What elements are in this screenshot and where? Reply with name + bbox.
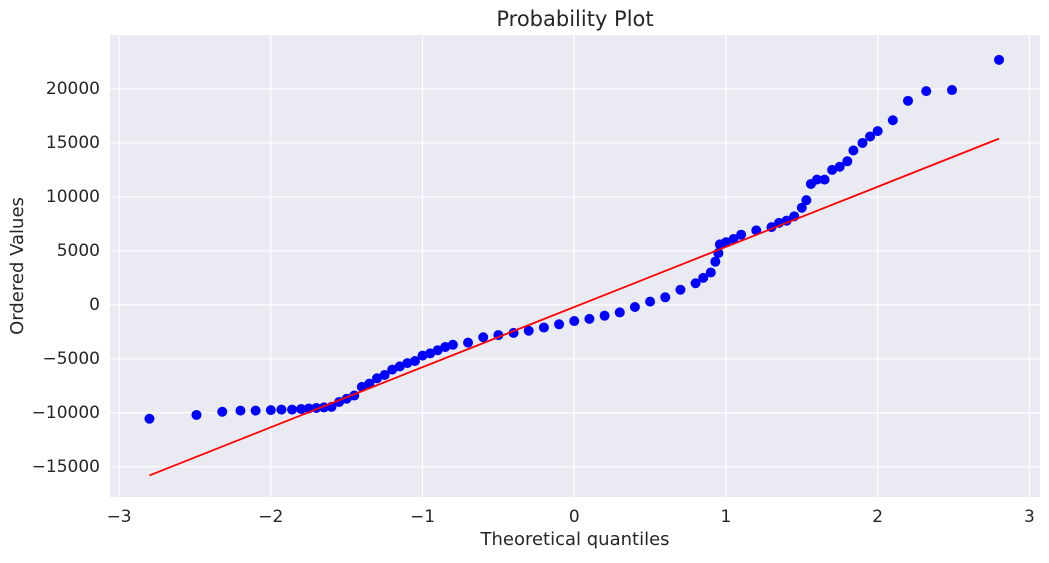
data-point <box>372 373 383 384</box>
data-point <box>857 137 868 148</box>
data-point <box>287 404 298 415</box>
x-tick-label: 2 <box>872 507 883 527</box>
data-point <box>660 292 671 303</box>
data-point <box>409 355 420 366</box>
data-point <box>811 174 822 185</box>
data-point <box>796 202 807 213</box>
data-point <box>191 409 202 420</box>
data-point <box>364 378 375 389</box>
y-tick-label: 20000 <box>46 79 100 99</box>
data-point <box>440 341 451 352</box>
data-point <box>819 174 830 185</box>
data-point <box>690 278 701 289</box>
data-point <box>276 404 287 415</box>
data-point <box>394 361 405 372</box>
data-point <box>432 345 443 356</box>
data-point <box>387 364 398 375</box>
data-point <box>921 86 932 97</box>
data-point <box>645 296 656 307</box>
data-point <box>599 310 610 321</box>
data-point <box>698 272 709 283</box>
y-tick-label: 0 <box>89 295 100 315</box>
data-point <box>250 405 261 416</box>
x-tick-label: 3 <box>1024 507 1035 527</box>
data-point <box>827 164 838 175</box>
data-point <box>720 237 731 248</box>
data-point <box>848 145 859 156</box>
data-point <box>569 316 580 327</box>
data-point <box>538 322 549 333</box>
fit-line <box>149 137 1000 477</box>
data-point <box>728 234 739 245</box>
plot-area <box>110 35 1040 497</box>
x-tick-label: −3 <box>107 507 132 527</box>
y-tick-label: 15000 <box>46 133 100 153</box>
data-point <box>710 256 721 267</box>
data-point <box>736 229 747 240</box>
data-point <box>705 267 716 278</box>
data-point <box>235 405 246 416</box>
x-tick-label: 0 <box>569 507 580 527</box>
y-tick-label: 10000 <box>46 187 100 207</box>
data-point <box>903 95 914 106</box>
data-point <box>629 302 640 313</box>
data-point <box>144 413 155 424</box>
data-point <box>402 358 413 369</box>
data-point <box>834 161 845 172</box>
x-axis-label: Theoretical quantiles <box>479 529 669 550</box>
data-point <box>842 156 853 167</box>
x-tick-label: 1 <box>721 507 732 527</box>
data-point <box>463 337 474 348</box>
x-tick-label: −2 <box>258 507 283 527</box>
data-point <box>584 313 595 324</box>
y-tick-label: 5000 <box>57 241 100 261</box>
data-point <box>554 319 565 330</box>
data-point <box>217 406 228 417</box>
y-tick-label: −15000 <box>32 457 100 477</box>
data-point <box>417 350 428 361</box>
data-point <box>447 339 458 350</box>
data-point <box>801 195 812 206</box>
y-axis-label: Ordered Values <box>7 197 28 335</box>
data-point <box>265 405 276 416</box>
x-tick-label: −1 <box>410 507 435 527</box>
data-point <box>425 348 436 359</box>
data-point <box>614 307 625 318</box>
data-point <box>523 325 534 336</box>
data-point <box>478 332 489 343</box>
data-point <box>872 126 883 137</box>
data-point <box>994 54 1005 65</box>
y-tick-label: −10000 <box>32 403 100 423</box>
chart-title: Probability Plot <box>496 7 653 31</box>
data-point <box>887 115 898 126</box>
data-point <box>379 370 390 381</box>
data-point <box>675 284 686 295</box>
data-point <box>751 225 762 236</box>
y-tick-label: −5000 <box>42 349 100 369</box>
data-point <box>296 404 307 415</box>
data-point <box>865 131 876 142</box>
data-point <box>947 85 958 96</box>
